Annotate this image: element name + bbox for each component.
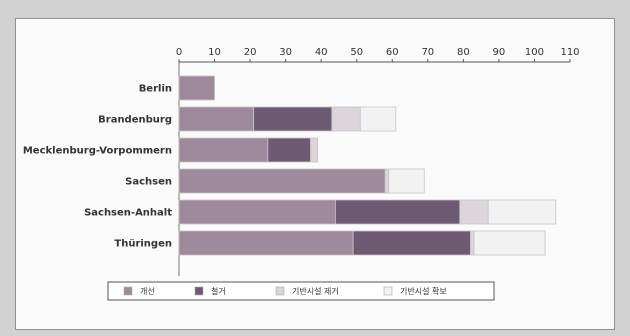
- bar-segment: [331, 106, 361, 132]
- legend-label: 기반시설 확보: [400, 286, 447, 296]
- legend-label: 개선: [140, 286, 155, 296]
- bar-segment: [352, 230, 471, 256]
- x-tick-label: 70: [421, 47, 434, 58]
- bar-segment: [178, 199, 336, 225]
- x-tick-label: 0: [176, 47, 182, 58]
- bar-segment: [267, 137, 311, 163]
- chart-panel: 0 10 20 30 40 50 60 70 80 90 100 110 Berlin Brandenbu…: [15, 18, 615, 330]
- bar-segment: [487, 199, 557, 225]
- category-label: Berlin: [139, 84, 172, 95]
- x-tick-label: 100: [525, 47, 544, 58]
- x-tick-label: 80: [457, 47, 470, 58]
- bar-segment: [388, 168, 425, 194]
- bar-segment: [178, 230, 354, 256]
- category-label: Brandenburg: [98, 115, 172, 126]
- category-label: Thüringen: [114, 239, 172, 250]
- bar-segment: [473, 230, 546, 256]
- bar-segment: [178, 75, 215, 101]
- stacked-bar-chart: 0 10 20 30 40 50 60 70 80 90 100 110 Berlin Brandenbu…: [23, 47, 580, 301]
- x-tick-label: 50: [350, 47, 363, 58]
- bar-segment: [178, 137, 269, 163]
- legend-swatch: [123, 286, 133, 296]
- bar-segment: [470, 230, 475, 256]
- bar-segment: [310, 137, 319, 163]
- category-label: Sachsen-Anhalt: [84, 208, 172, 219]
- bar-segment: [384, 168, 390, 194]
- bar-segment: [253, 106, 333, 132]
- bar-segment: [178, 106, 255, 132]
- x-tick-label: 60: [386, 47, 399, 58]
- bar-segment: [334, 199, 461, 225]
- x-tick-label: 40: [315, 47, 328, 58]
- x-tick-label: 110: [560, 47, 579, 58]
- bar-segment: [178, 168, 386, 194]
- legend-swatch: [194, 286, 204, 296]
- legend-swatch: [383, 286, 393, 296]
- category-label: Mecklenburg-Vorpommern: [23, 146, 172, 157]
- x-tick-label: 90: [493, 47, 506, 58]
- legend-swatch: [275, 286, 285, 296]
- x-tick-label: 10: [208, 47, 221, 58]
- legend-label: 기반시설 제거: [292, 286, 339, 296]
- bar-segment: [459, 199, 489, 225]
- x-tick-label: 20: [244, 47, 257, 58]
- legend-label: 철거: [211, 286, 226, 296]
- bar-segment: [359, 106, 397, 132]
- x-tick-label: 30: [279, 47, 292, 58]
- category-label: Sachsen: [125, 177, 172, 188]
- legend-box: [107, 281, 495, 301]
